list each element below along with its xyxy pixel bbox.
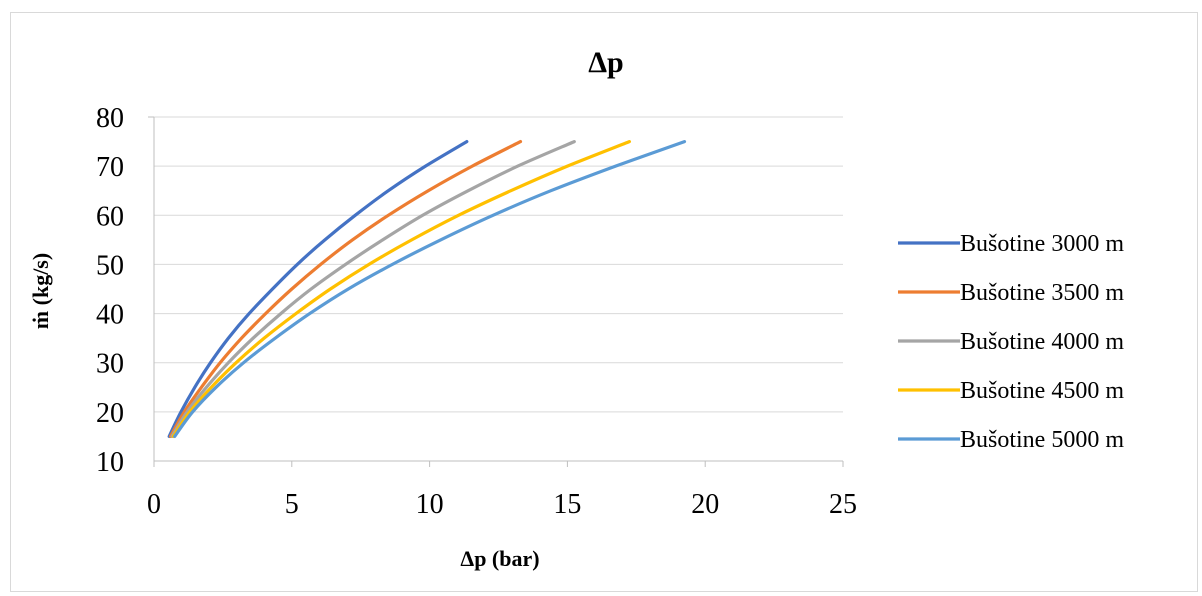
y-tick-labels: 10 20 30 40 50 60 70 80 — [96, 103, 124, 478]
y-tick-label: 20 — [96, 398, 124, 429]
x-tick-label: 10 — [416, 489, 444, 520]
series-line-5 — [173, 140, 687, 438]
x-tick-label: 25 — [829, 489, 857, 520]
series-line-3 — [170, 140, 576, 438]
legend: Bušotine 3000 m Bušotine 3500 m Bušotine 4… — [898, 231, 1124, 453]
legend-label-3: Bušotine 4000 m — [960, 329, 1124, 355]
series-lines — [167, 140, 687, 438]
series-line-2 — [168, 140, 523, 438]
x-tick-label: 5 — [285, 489, 299, 520]
legend-label-1: Bušotine 3000 m — [960, 231, 1124, 257]
x-tick-label: 0 — [147, 489, 161, 520]
y-tick-label: 70 — [96, 152, 124, 183]
legend-label-2: Bušotine 3500 m — [960, 280, 1124, 306]
x-tick-labels: 0 5 10 15 20 25 — [147, 489, 857, 520]
y-tick-label: 80 — [96, 103, 124, 134]
axes — [148, 116, 844, 467]
chart-title: Δp — [588, 46, 624, 79]
y-tick-label: 30 — [96, 349, 124, 380]
series-line-4 — [171, 140, 631, 438]
y-tick-label: 50 — [96, 250, 124, 281]
y-tick-label: 40 — [96, 300, 124, 331]
legend-label-4: Bušotine 4500 m — [960, 378, 1124, 404]
y-tick-label: 60 — [96, 201, 124, 232]
chart-area — [10, 12, 1198, 592]
x-tick-label: 20 — [691, 489, 719, 520]
series-line-1 — [167, 140, 469, 438]
x-axis-label: Δp (bar) — [460, 546, 539, 571]
legend-label-5: Bušotine 5000 m — [960, 427, 1124, 453]
y-tick-label: 10 — [96, 447, 124, 478]
y-axis-label: ṁ (kg/s) — [28, 253, 53, 329]
x-tick-label: 15 — [553, 489, 581, 520]
gridlines — [154, 116, 843, 413]
